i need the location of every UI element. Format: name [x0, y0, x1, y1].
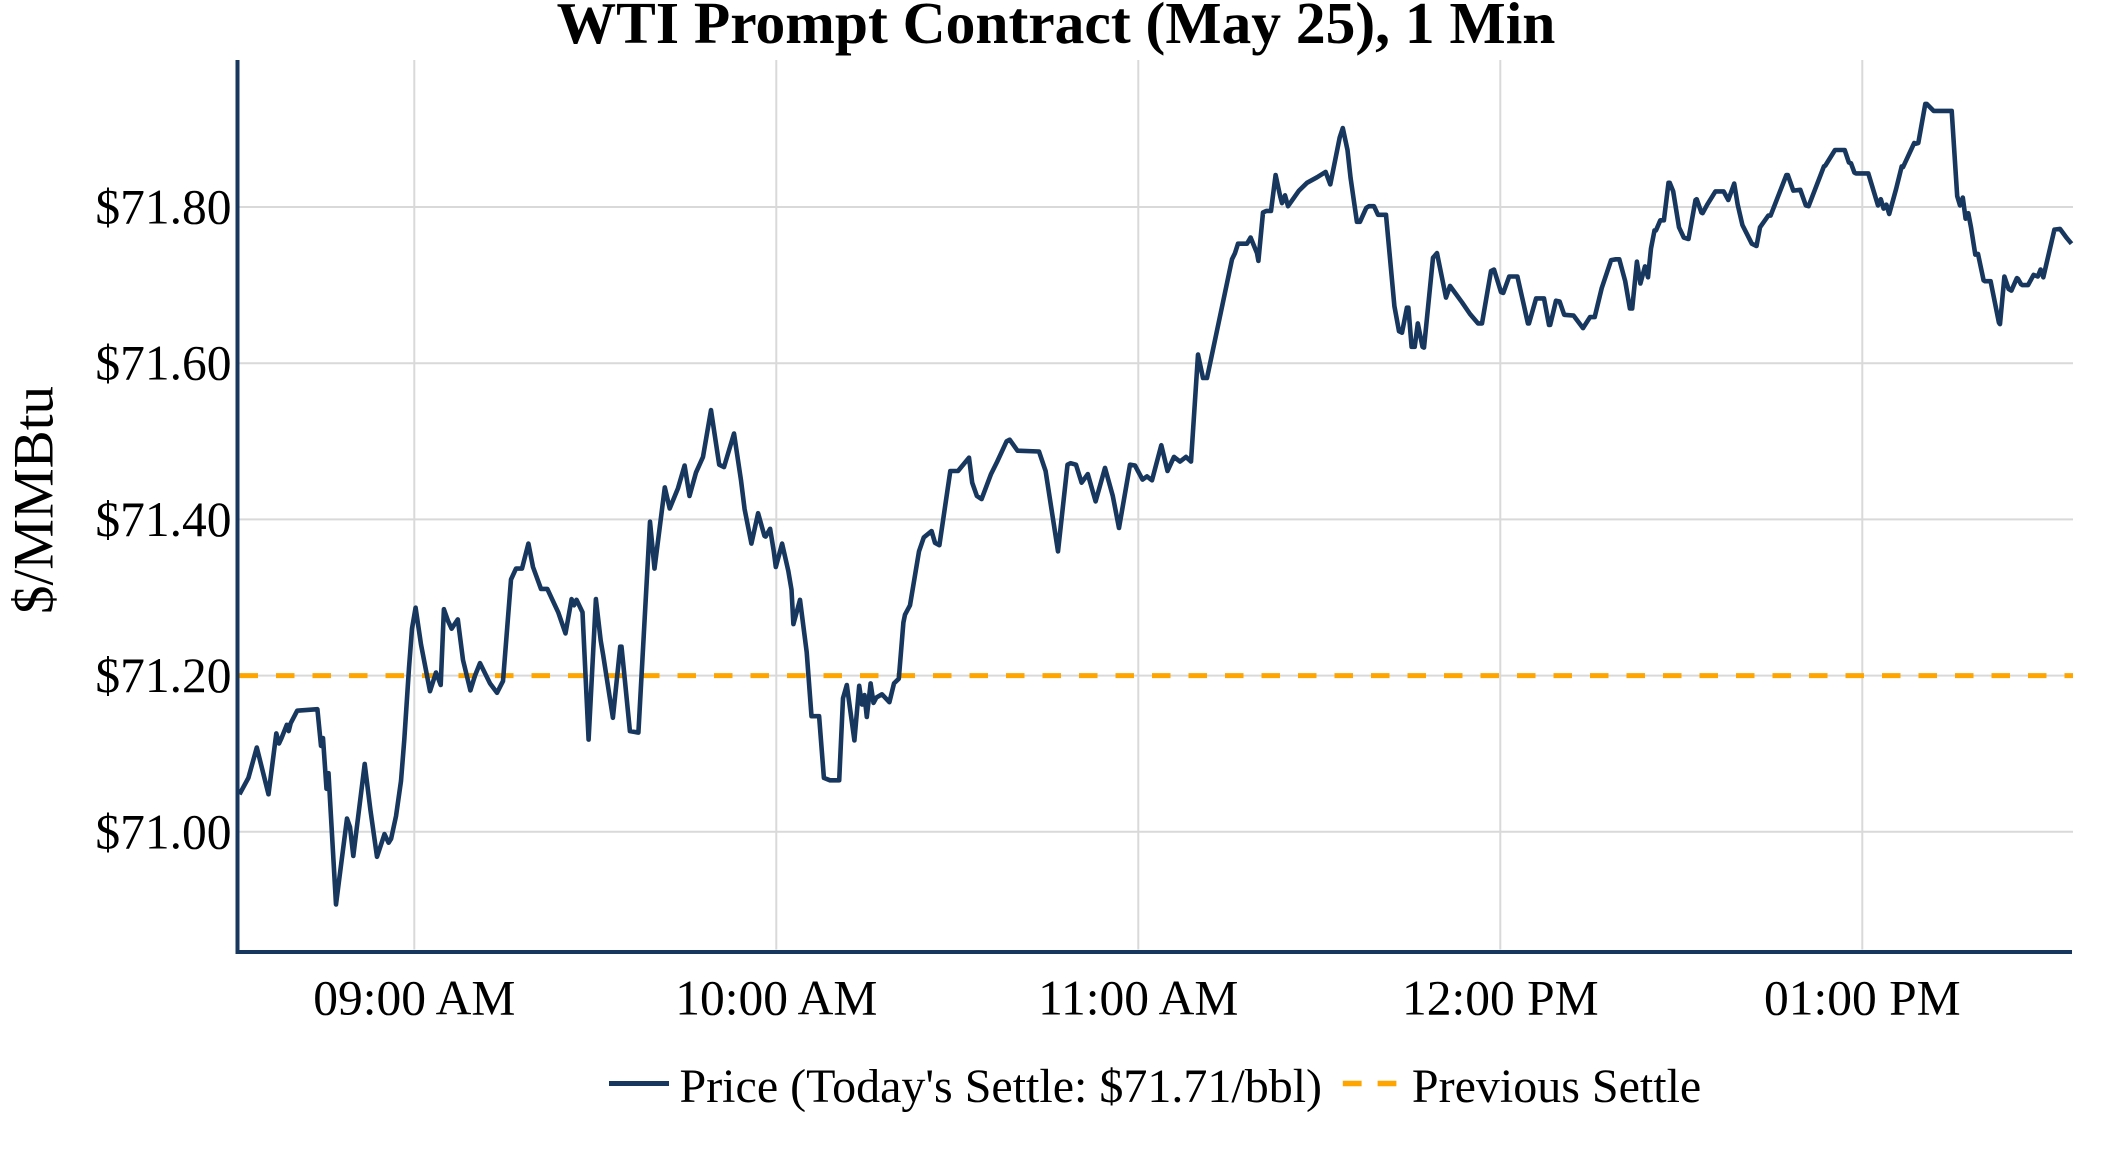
svg-text:$71.40: $71.40 [95, 492, 231, 547]
svg-text:WTI Prompt Contract (May 25),: WTI Prompt Contract (May 25), 1 Min [557, 0, 1556, 56]
svg-text:Price (Today's Settle: $71.71/: Price (Today's Settle: $71.71/bbl) [680, 1060, 1323, 1113]
svg-text:11:00 AM: 11:00 AM [1038, 971, 1238, 1026]
svg-text:01:00 PM: 01:00 PM [1764, 971, 1961, 1026]
svg-text:$71.00: $71.00 [95, 804, 231, 859]
svg-text:$71.60: $71.60 [95, 336, 231, 391]
svg-text:Previous Settle: Previous Settle [1412, 1060, 1701, 1113]
svg-text:$71.20: $71.20 [95, 648, 231, 703]
svg-text:$/MMBtu: $/MMBtu [3, 386, 66, 614]
svg-text:$71.80: $71.80 [95, 180, 231, 235]
svg-text:10:00 AM: 10:00 AM [675, 971, 877, 1026]
svg-text:09:00 AM: 09:00 AM [313, 971, 515, 1026]
svg-text:12:00 PM: 12:00 PM [1402, 971, 1599, 1026]
